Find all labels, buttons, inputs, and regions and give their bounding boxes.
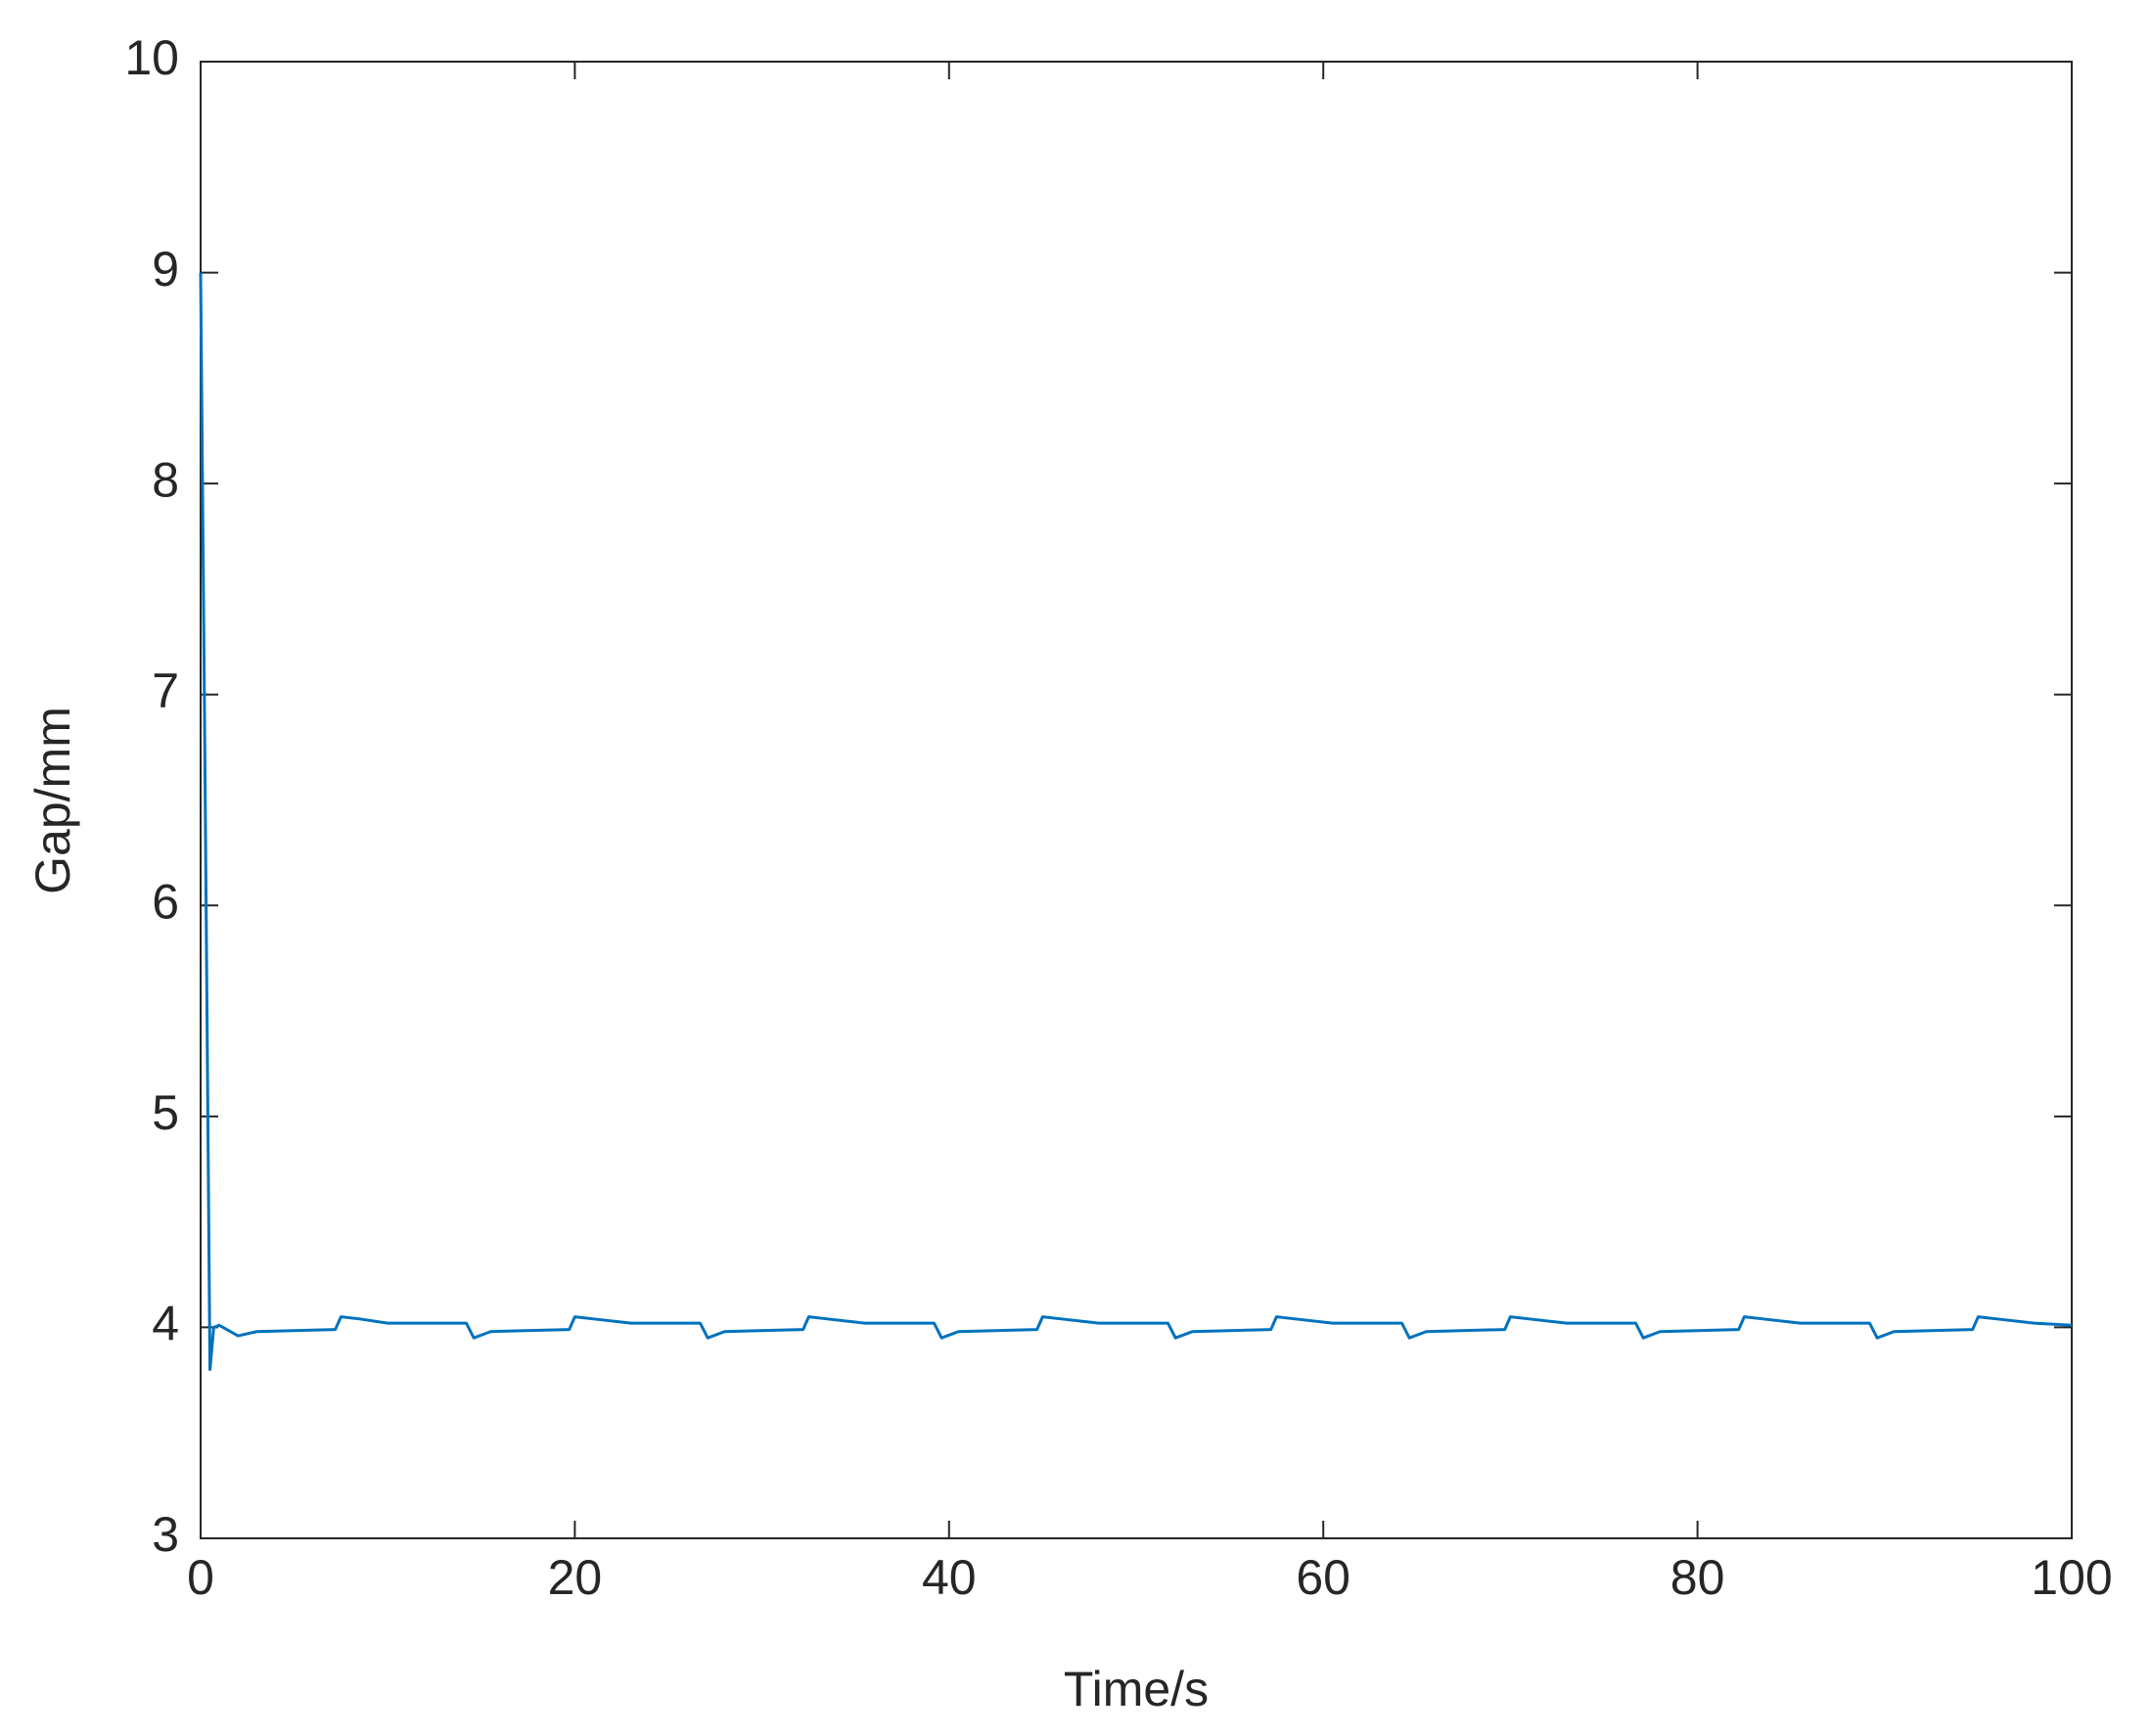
- x-axis-label: Time/s: [1064, 1662, 1209, 1716]
- y-tick-label: 6: [152, 874, 179, 929]
- x-tick-label: 80: [1670, 1550, 1725, 1605]
- y-tick-label: 5: [152, 1085, 179, 1140]
- y-tick-label: 9: [152, 242, 179, 297]
- x-tick-label: 60: [1296, 1550, 1350, 1605]
- x-tick-label: 20: [548, 1550, 603, 1605]
- x-tick-label: 100: [2031, 1550, 2112, 1605]
- y-tick-label: 7: [152, 663, 179, 718]
- x-tick-label: 0: [187, 1550, 214, 1605]
- y-tick-label: 4: [152, 1297, 179, 1351]
- x-tick-label: 40: [922, 1550, 977, 1605]
- plot-frame: [200, 61, 2073, 1539]
- y-tick-label: 3: [152, 1507, 179, 1562]
- data-line: [199, 272, 2073, 1372]
- y-tick-label: 10: [124, 30, 179, 85]
- y-axis-label: Gap/mm: [25, 707, 80, 894]
- y-tick-label: 8: [152, 452, 179, 507]
